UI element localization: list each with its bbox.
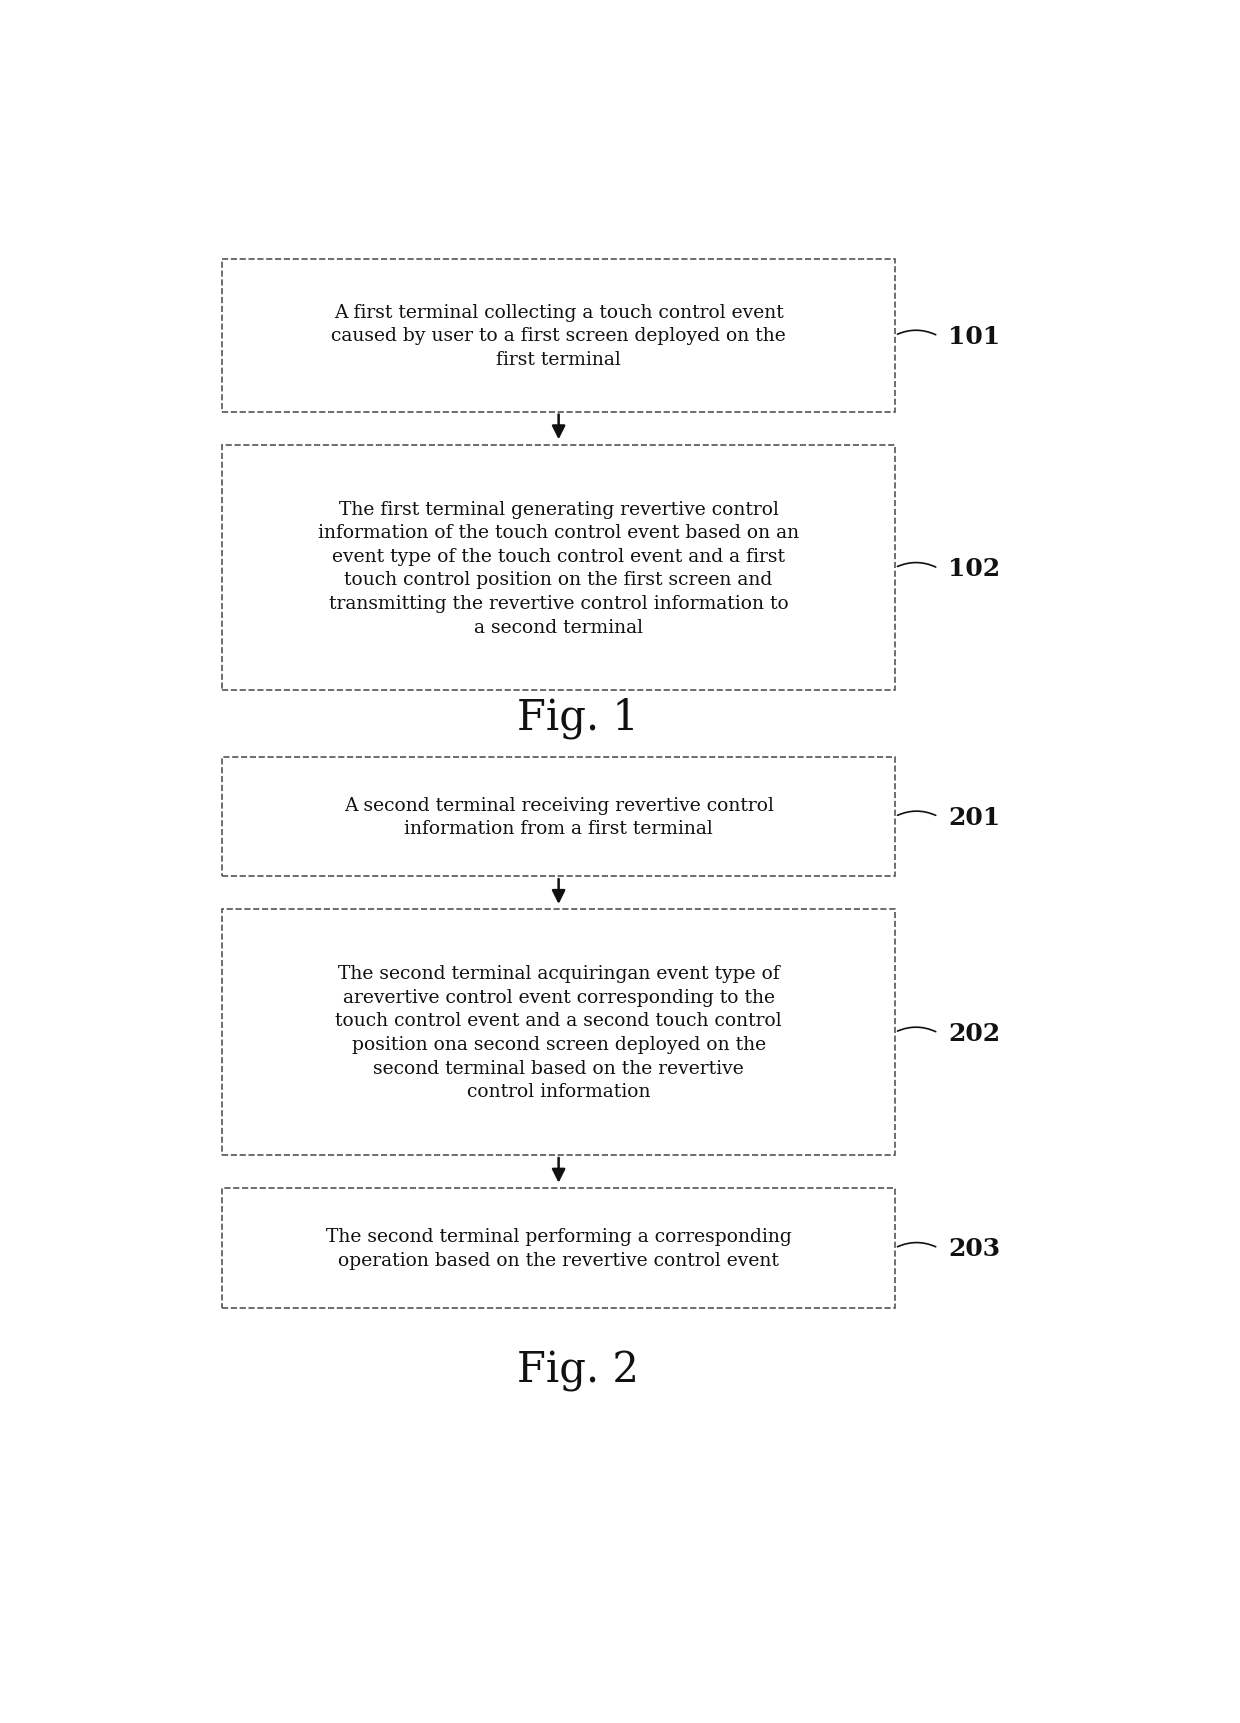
Text: 202: 202 — [947, 1022, 999, 1046]
FancyBboxPatch shape — [222, 758, 895, 877]
Text: The second terminal performing a corresponding
operation based on the revertive : The second terminal performing a corresp… — [326, 1227, 791, 1270]
Text: 102: 102 — [947, 557, 999, 581]
Text: The second terminal acquiringan event type of
arevertive control event correspon: The second terminal acquiringan event ty… — [335, 965, 782, 1101]
Text: 101: 101 — [947, 324, 999, 348]
Text: Fig. 1: Fig. 1 — [517, 696, 639, 739]
Text: 203: 203 — [947, 1235, 999, 1260]
FancyBboxPatch shape — [222, 910, 895, 1156]
Text: The first terminal generating revertive control
information of the touch control: The first terminal generating revertive … — [317, 500, 800, 636]
Text: A first terminal collecting a touch control event
caused by user to a first scre: A first terminal collecting a touch cont… — [331, 303, 786, 369]
FancyBboxPatch shape — [222, 1189, 895, 1308]
Text: Fig. 2: Fig. 2 — [517, 1349, 639, 1390]
Text: A second terminal receiving revertive control
information from a first terminal: A second terminal receiving revertive co… — [343, 796, 774, 837]
FancyBboxPatch shape — [222, 446, 895, 691]
FancyBboxPatch shape — [222, 260, 895, 412]
Text: 201: 201 — [947, 805, 999, 829]
